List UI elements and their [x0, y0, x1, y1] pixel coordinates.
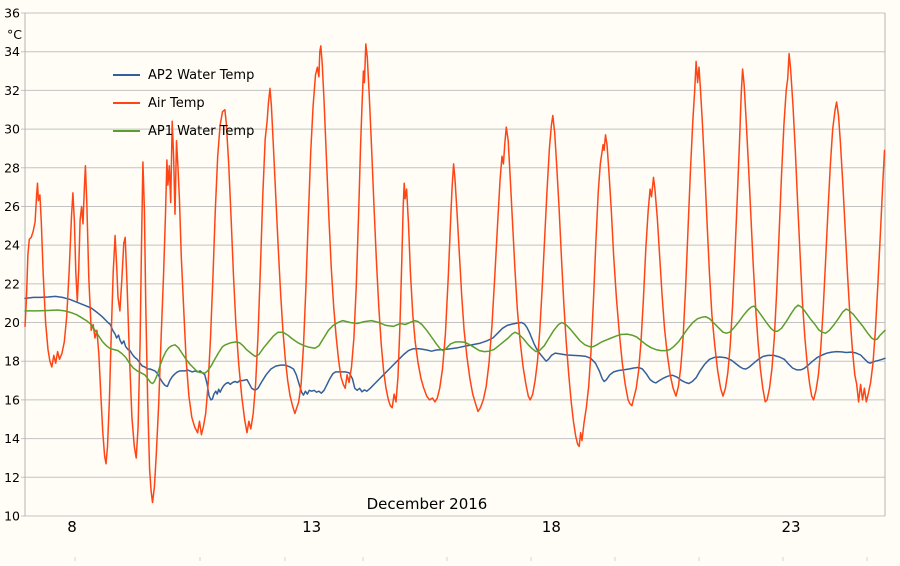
series-line-ap1-water-temp[interactable]: [24, 304, 886, 385]
y-tick-label: 26: [4, 199, 20, 214]
legend-item-ap2-water-temp[interactable]: AP2 Water Temp: [113, 61, 254, 89]
legend-label-ap2: AP2 Water Temp: [148, 67, 255, 83]
series-line-air-temp[interactable]: [24, 43, 886, 504]
y-tick-label: 14: [4, 431, 20, 446]
y-tick-label: 18: [4, 354, 20, 369]
legend-line-swatch-ap2: [113, 74, 140, 76]
legend-item-ap1-water-temp[interactable]: AP1 Water Temp: [113, 117, 254, 145]
y-tick-label: 30: [4, 122, 20, 137]
x-tick-label: 13: [302, 518, 321, 536]
y-tick-label: 34: [4, 44, 20, 59]
y-tick-label: 32: [4, 83, 20, 98]
chart-legend: AP2 Water Temp Air Temp AP1 Water Temp: [113, 61, 254, 145]
x-tick-label: 23: [781, 518, 800, 536]
y-tick-label: 16: [4, 392, 20, 407]
y-tick-label: 12: [4, 470, 20, 485]
legend-label-ap1: AP1 Water Temp: [148, 123, 255, 139]
x-tick-label: 18: [542, 518, 561, 536]
y-tick-label: 36: [4, 6, 20, 21]
x-tick-label: 8: [67, 518, 77, 536]
y-tick-label: 10: [4, 509, 20, 524]
legend-label-air: Air Temp: [148, 95, 205, 111]
y-tick-label: 20: [4, 315, 20, 330]
y-tick-label: 22: [4, 276, 20, 291]
y-tick-label: 28: [4, 160, 20, 175]
legend-line-swatch-air: [113, 102, 140, 104]
y-axis-unit-label: °C: [7, 27, 22, 42]
legend-item-air-temp[interactable]: Air Temp: [113, 89, 254, 117]
legend-line-swatch-ap1: [113, 130, 140, 132]
x-axis-title: December 2016: [366, 495, 488, 513]
y-tick-label: 24: [4, 238, 20, 253]
series-line-ap2-water-temp[interactable]: [24, 295, 886, 401]
